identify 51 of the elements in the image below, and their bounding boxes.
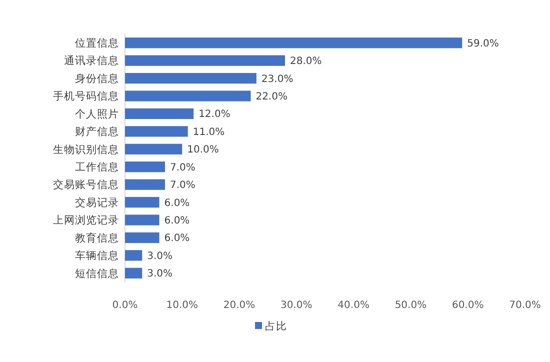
bar bbox=[125, 126, 188, 137]
y-tick-label: 手机号码信息 bbox=[53, 90, 119, 103]
y-tick-label: 上网浏览记录 bbox=[53, 214, 119, 227]
data-label: 10.0% bbox=[187, 144, 219, 156]
y-tick-label: 财产信息 bbox=[75, 125, 119, 138]
y-tick-label: 车辆信息 bbox=[75, 249, 119, 262]
bar bbox=[125, 196, 160, 208]
data-label: 12.0% bbox=[198, 109, 230, 120]
x-tick-label: 10.0% bbox=[166, 300, 198, 311]
y-tick-label: 通讯录信息 bbox=[64, 54, 119, 68]
data-label: 7.0% bbox=[170, 180, 196, 192]
bar bbox=[125, 38, 462, 48]
data-label: 59.0% bbox=[467, 38, 499, 50]
bar bbox=[125, 250, 142, 261]
bar bbox=[125, 214, 160, 226]
bar bbox=[125, 268, 142, 278]
data-label: 23.0% bbox=[261, 74, 294, 85]
x-tick-label: 20.0% bbox=[223, 300, 256, 311]
y-tick-label: 生物识别信息 bbox=[53, 142, 119, 156]
y-tick-label: 身份信息 bbox=[75, 72, 119, 85]
data-label: 6.0% bbox=[164, 216, 190, 226]
bar bbox=[125, 55, 285, 66]
y-tick-label: 短信信息 bbox=[75, 266, 119, 280]
bar bbox=[125, 232, 160, 244]
x-tick-label: 70.0% bbox=[509, 300, 541, 311]
x-tick-label: 60.0% bbox=[452, 300, 484, 311]
x-tick-label: 30.0% bbox=[280, 300, 312, 311]
bar bbox=[125, 162, 165, 172]
y-tick-label: 位置信息 bbox=[75, 36, 119, 50]
bar bbox=[125, 72, 256, 84]
data-label: 7.0% bbox=[170, 162, 196, 174]
data-label: 28.0% bbox=[290, 56, 322, 68]
data-label: 11.0% bbox=[192, 126, 225, 138]
y-tick-label: 交易账号信息 bbox=[53, 178, 119, 192]
bar bbox=[125, 90, 251, 102]
bar bbox=[125, 179, 165, 190]
data-label: 22.0% bbox=[256, 92, 288, 102]
data-label: 6.0% bbox=[164, 198, 190, 209]
x-tick-label: 50.0% bbox=[394, 300, 427, 311]
bar bbox=[125, 108, 194, 120]
y-tick-label: 教育信息 bbox=[75, 231, 119, 244]
y-tick-label: 个人照片 bbox=[75, 107, 119, 120]
data-label: 3.0% bbox=[147, 268, 173, 280]
y-tick-label: 工作信息 bbox=[75, 160, 119, 174]
bar bbox=[125, 144, 182, 154]
y-tick-label: 交易记录 bbox=[75, 196, 119, 209]
data-label: 3.0% bbox=[147, 250, 173, 262]
x-tick-label: 0.0% bbox=[112, 300, 138, 311]
data-label: 6.0% bbox=[164, 233, 190, 244]
legend-label: 占比 bbox=[265, 320, 287, 333]
x-tick-label: 40.0% bbox=[338, 300, 370, 311]
